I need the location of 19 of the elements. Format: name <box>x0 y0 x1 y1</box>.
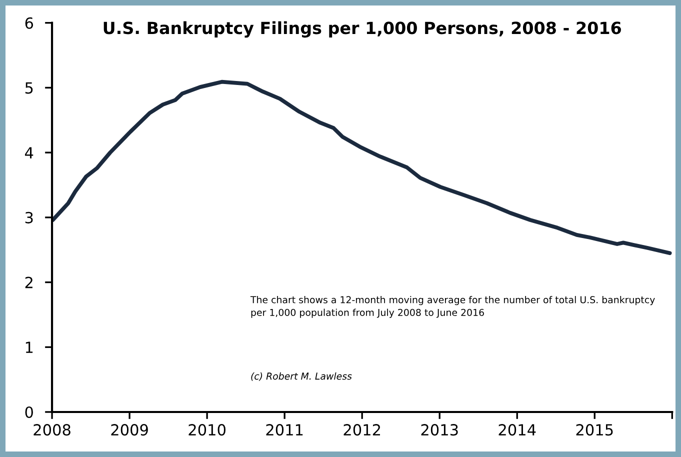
y-tick-label: 3 <box>25 212 33 224</box>
y-tick-label: 4 <box>25 147 34 158</box>
x-tick-label: 2013 <box>421 424 458 436</box>
y-tick-label: 1 <box>26 342 33 353</box>
x-tick-label: 2010 <box>188 424 226 436</box>
y-tick-label: 5 <box>25 82 33 94</box>
x-tick-label: 2012 <box>344 424 380 436</box>
x-tick-label: 2009 <box>111 424 148 436</box>
y-tick-label: 0 <box>25 406 33 418</box>
x-tick-label: 2015 <box>576 424 613 436</box>
chart-title: U.S. Bankruptcy Filings per 1,000 Persons, 2008 - 2016 <box>104 21 621 38</box>
y-tick-label: 2 <box>25 276 32 288</box>
line-series <box>52 80 672 256</box>
x-tick-label: 2014 <box>498 424 536 436</box>
x-tick-label: 2011 <box>266 424 303 436</box>
y-tick-label: 6 <box>25 17 34 29</box>
annotation: (c) Robert M. Lawless <box>251 372 352 381</box>
annotation: The chart shows a 12-month moving average for the number of total U.S. bankruptcy per 1,000 population from July 2008 to June 2016 <box>250 296 655 318</box>
x-tick-label: 2008 <box>34 424 70 436</box>
